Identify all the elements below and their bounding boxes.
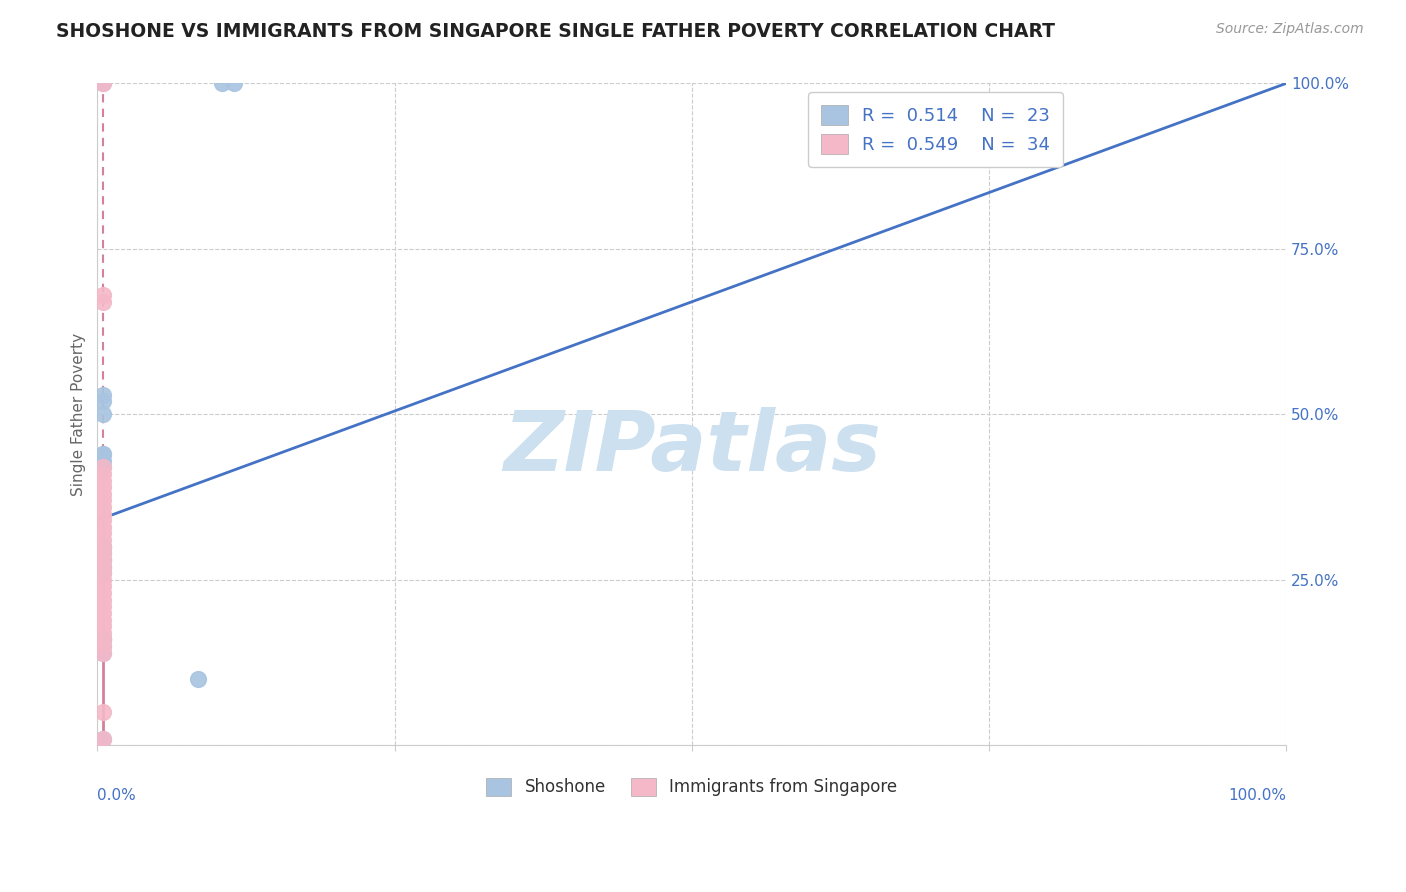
Point	[91, 619, 114, 633]
Text: Source: ZipAtlas.com: Source: ZipAtlas.com	[1216, 22, 1364, 37]
Point	[91, 77, 114, 91]
Point	[91, 705, 114, 719]
Point	[91, 632, 114, 647]
Point	[91, 394, 114, 409]
Point	[91, 625, 114, 640]
Point	[91, 613, 114, 627]
Point	[91, 500, 114, 514]
Point	[91, 493, 114, 508]
Point	[91, 77, 114, 91]
Point	[91, 480, 114, 494]
Point	[222, 77, 245, 91]
Point	[91, 559, 114, 574]
Point	[91, 507, 114, 521]
Point	[91, 447, 114, 461]
Point	[211, 77, 233, 91]
Point	[91, 540, 114, 554]
Point	[91, 540, 114, 554]
Y-axis label: Single Father Poverty: Single Father Poverty	[72, 333, 86, 496]
Point	[91, 408, 114, 422]
Point	[91, 546, 114, 560]
Point	[91, 632, 114, 647]
Text: SHOSHONE VS IMMIGRANTS FROM SINGAPORE SINGLE FATHER POVERTY CORRELATION CHART: SHOSHONE VS IMMIGRANTS FROM SINGAPORE SI…	[56, 22, 1056, 41]
Point	[91, 294, 114, 309]
Point	[91, 573, 114, 587]
Point	[91, 579, 114, 593]
Point	[91, 540, 114, 554]
Point	[91, 632, 114, 647]
Point	[91, 520, 114, 534]
Point	[91, 566, 114, 581]
Point	[91, 559, 114, 574]
Point	[91, 606, 114, 620]
Point	[91, 553, 114, 567]
Text: 100.0%: 100.0%	[1227, 789, 1286, 804]
Point	[91, 731, 114, 746]
Point	[91, 474, 114, 488]
Point	[91, 467, 114, 481]
Point	[91, 533, 114, 548]
Text: 0.0%: 0.0%	[97, 789, 136, 804]
Point	[91, 447, 114, 461]
Point	[91, 526, 114, 541]
Point	[91, 553, 114, 567]
Point	[91, 639, 114, 653]
Point	[91, 460, 114, 475]
Point	[187, 672, 209, 686]
Point	[91, 586, 114, 600]
Point	[91, 460, 114, 475]
Point	[91, 599, 114, 614]
Point	[91, 546, 114, 560]
Point	[91, 639, 114, 653]
Point	[91, 731, 114, 746]
Point	[91, 592, 114, 607]
Point	[91, 487, 114, 501]
Point	[91, 646, 114, 660]
Text: ZIPatlas: ZIPatlas	[503, 407, 880, 488]
Point	[91, 646, 114, 660]
Point	[91, 553, 114, 567]
Legend: Shoshone, Immigrants from Singapore: Shoshone, Immigrants from Singapore	[479, 772, 904, 803]
Point	[91, 288, 114, 302]
Point	[91, 566, 114, 581]
Point	[91, 513, 114, 527]
Point	[91, 453, 114, 467]
Point	[91, 387, 114, 401]
